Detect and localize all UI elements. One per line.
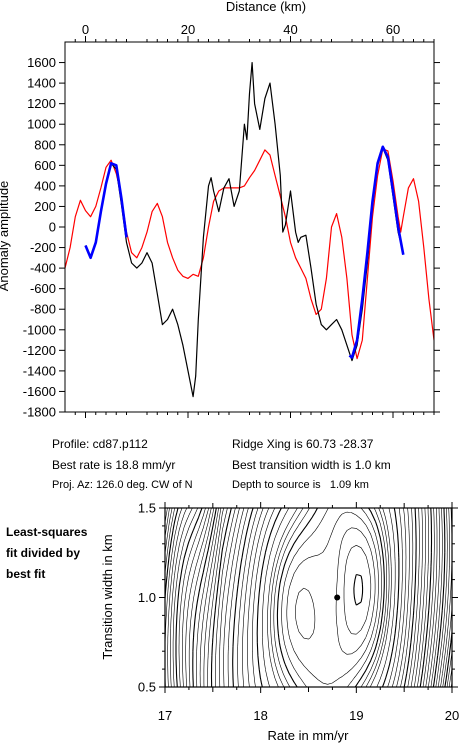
y-tick-label: 1.0 [138, 590, 156, 605]
best-width-label: Best transition width is 1.0 km [232, 458, 391, 472]
y-tick-label: 800 [34, 137, 56, 152]
misfit-contours [165, 508, 452, 687]
x-tick-label: 18 [253, 708, 267, 723]
y-tick-label: 1000 [27, 117, 56, 132]
contour-chart-ylabel: Transition width in km [100, 534, 115, 659]
y-tick-label: 400 [34, 178, 56, 193]
contour-line [256, 508, 400, 687]
contour-line [262, 508, 396, 687]
profile-chart: Distance (km) 0 20 40 60 Anomaly amplitude … [0, 0, 440, 420]
contour-line [215, 508, 429, 687]
contour-line [167, 508, 452, 687]
y-tick-label: -400 [30, 261, 56, 276]
y-tick-label: -800 [30, 302, 56, 317]
contour-x-ticks: 17 18 19 20 [158, 502, 459, 723]
contour-line [242, 508, 410, 687]
y-tick-label: -1800 [23, 405, 56, 420]
contour-line [227, 508, 420, 687]
x-tick-label: 60 [386, 22, 400, 37]
fit-window-line-right [348, 145, 405, 359]
x-tick-label: 20 [181, 22, 195, 37]
best-fit-point [334, 594, 341, 601]
y-tick-label: 1200 [27, 96, 56, 111]
contour-line [207, 508, 435, 687]
side-caption-line-2: fit divided by [6, 546, 81, 560]
profile-chart-xlabel: Distance (km) [226, 0, 306, 14]
y-tick-label: 200 [34, 199, 56, 214]
contour-line [223, 508, 423, 687]
contour-line [295, 527, 376, 655]
contour-line [210, 508, 433, 687]
contour-y-ticks: 0.5 1.0 1.5 [138, 501, 458, 695]
y-tick-label: -1400 [23, 363, 56, 378]
contour-line [232, 508, 417, 687]
contour-chart-xlabel: Rate in mm/yr [268, 728, 350, 743]
contour-line [196, 508, 443, 687]
y-tick-label: -1000 [23, 322, 56, 337]
contour-line [237, 508, 414, 687]
contour-line [199, 508, 440, 687]
contour-line [270, 508, 390, 687]
contour-line [267, 508, 392, 687]
best-rate-label: Best rate is 18.8 mm/yr [52, 458, 176, 472]
y-tick-label: 0 [49, 220, 56, 235]
contour-line [286, 511, 379, 685]
y-tick-label: 1600 [27, 55, 56, 70]
contour-line [247, 508, 407, 687]
profile-label: Profile: cd87.p112 [52, 437, 148, 451]
profile-y-ticks: -1800 -1600 -1400 -1200 -1000 -800 -600 -400 -20… [23, 55, 440, 420]
depth-label: Depth to source is 1.09 km [232, 479, 369, 491]
ridge-xing-label: Ridge Xing is 60.73 -28.37 [232, 437, 374, 451]
contour-line [273, 508, 387, 687]
contour-line [188, 508, 448, 687]
y-tick-label: -200 [30, 240, 56, 255]
proj-az-label: Proj. Az: 126.0 deg. CW of N [52, 479, 193, 491]
x-tick-label: 20 [445, 708, 459, 723]
x-tick-label: 17 [158, 708, 172, 723]
contour-line [203, 508, 438, 687]
y-tick-label: 1.5 [138, 501, 156, 516]
profile-series [65, 62, 434, 398]
contour-line [281, 508, 382, 687]
side-caption-line-1: Least-squares [6, 525, 88, 539]
contour-line [276, 508, 385, 687]
contour-line [170, 508, 452, 687]
observed-series-line [84, 62, 404, 398]
contour-line [219, 508, 426, 687]
profile-chart-ylabel: Anomaly amplitude [0, 181, 11, 292]
contour-line [172, 508, 452, 687]
contour-line [185, 508, 450, 687]
contour-line [343, 545, 372, 635]
profile-plot-frame [64, 41, 435, 413]
fit-window-line-left [84, 162, 128, 260]
y-tick-label: -1200 [23, 343, 56, 358]
y-tick-label: 0.5 [138, 680, 156, 695]
contour-line [192, 508, 446, 687]
y-tick-label: 600 [34, 158, 56, 173]
profile-x-ticks: 0 20 40 60 [74, 22, 435, 418]
contour-line [353, 573, 364, 606]
contour-line [252, 508, 403, 687]
contour-line [165, 508, 170, 538]
x-tick-label: 0 [82, 22, 89, 37]
y-tick-label: -1600 [23, 384, 56, 399]
side-caption-line-3: best fit [6, 567, 46, 581]
x-tick-label: 19 [349, 708, 363, 723]
contour-line [175, 508, 452, 687]
y-tick-label: -600 [30, 281, 56, 296]
y-tick-label: 1400 [27, 76, 56, 91]
model-series-line [65, 148, 434, 360]
x-tick-label: 40 [283, 22, 297, 37]
side-caption: Least-squares fit divided by best fit [6, 522, 87, 585]
misfit-contour-chart: 17 18 19 20 0.5 1.0 1.5 Rate in mm/yr Transit… [100, 501, 459, 744]
